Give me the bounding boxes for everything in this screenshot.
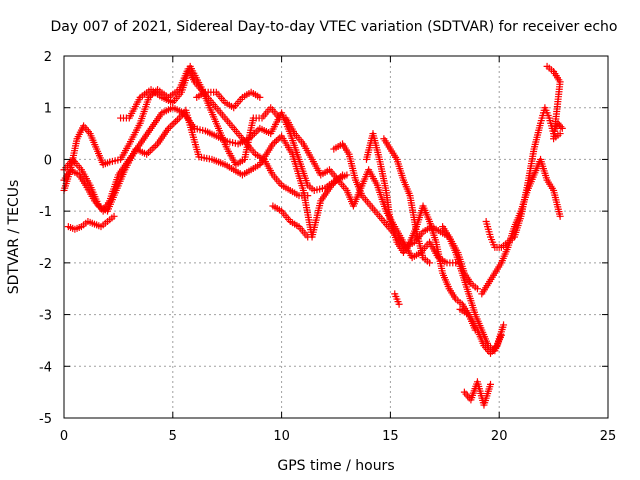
data-point	[556, 212, 564, 220]
y-tick-label: -1	[39, 205, 52, 220]
data-point	[395, 300, 403, 308]
data-point	[150, 143, 158, 151]
y-tick-label: -3	[39, 309, 52, 324]
data-point	[256, 93, 264, 101]
series-track-11	[391, 290, 403, 308]
data-point	[166, 123, 174, 131]
data-point	[152, 142, 160, 150]
x-tick-label: 25	[600, 429, 617, 444]
series-track-4	[64, 212, 118, 233]
gridlines	[64, 56, 608, 418]
series-track-17	[543, 62, 564, 143]
plot-frame	[63, 55, 609, 419]
series-track-7	[282, 114, 460, 267]
series-track-18	[269, 202, 312, 241]
x-tick-label: 5	[169, 429, 177, 444]
data-point	[254, 126, 262, 134]
y-tick-labels: -5 -4 -3 -2 -1 0 1 2	[39, 50, 52, 427]
data-point	[170, 119, 178, 127]
data-point	[500, 321, 508, 329]
data-point	[274, 135, 282, 143]
data-point	[486, 380, 494, 388]
data-point	[148, 145, 156, 153]
chart-title: Day 007 of 2021, Sidereal Day-to-day VTE…	[51, 19, 618, 35]
data-point	[172, 118, 180, 126]
y-axis-label: SDTVAR / TECUs	[6, 180, 22, 295]
x-tick-label: 0	[60, 429, 68, 444]
x-tick-label: 10	[273, 429, 290, 444]
y-tick-label: -5	[39, 412, 52, 427]
data-point	[174, 116, 182, 124]
data-point	[304, 233, 312, 241]
series-track-16	[460, 378, 494, 409]
data-point	[558, 124, 566, 132]
x-tick-label: 20	[491, 429, 508, 444]
data-point	[272, 137, 280, 145]
data-point	[275, 114, 283, 122]
series-track-6	[193, 88, 264, 112]
data-point	[168, 121, 176, 129]
x-axis-label: GPS time / hours	[277, 458, 394, 474]
series-track-10	[380, 135, 434, 267]
y-tick-label: 2	[44, 50, 52, 65]
series-track-13	[456, 305, 508, 357]
data-point	[473, 285, 481, 293]
series-track-5	[117, 62, 283, 169]
y-tick-label: 0	[44, 153, 52, 168]
axis-ticks	[63, 55, 609, 419]
data-point	[556, 130, 564, 138]
data-point	[145, 149, 153, 157]
data-point	[110, 212, 118, 220]
series-track-3	[60, 106, 347, 241]
x-tick-labels: 0 5 10 15 20 25	[60, 429, 616, 444]
x-tick-label: 15	[382, 429, 399, 444]
y-tick-label: 1	[44, 102, 52, 117]
data-point	[250, 130, 258, 138]
y-tick-label: -4	[39, 360, 52, 375]
data-point	[426, 259, 434, 267]
data-point	[339, 171, 347, 179]
data-points	[60, 62, 566, 409]
series-track-8	[330, 140, 481, 293]
y-tick-label: -2	[39, 257, 52, 272]
data-point	[557, 123, 565, 131]
